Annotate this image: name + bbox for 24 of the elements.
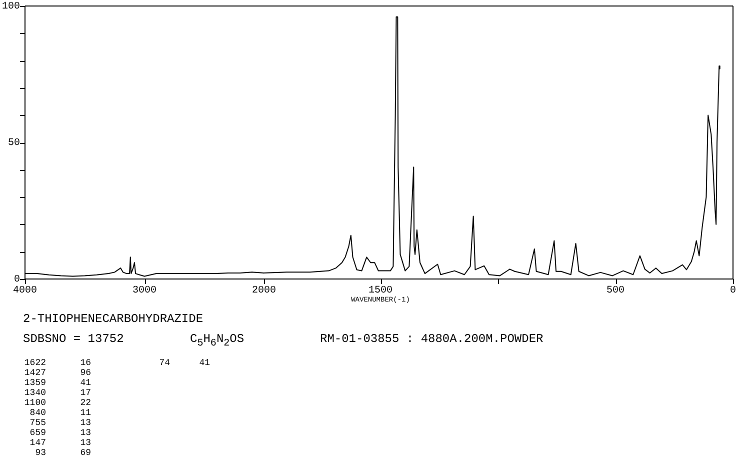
text: 147 13 — [30, 438, 91, 448]
x-tick-label: 0 — [730, 286, 736, 297]
x-tick-label: 1500 — [368, 286, 393, 297]
text: 93 69 — [35, 448, 91, 457]
text: 2-THIOPHENECARBOHYDRAZIDE — [23, 312, 204, 326]
text: SDBSNO = 13752 — [23, 332, 124, 346]
text: 755 13 — [30, 418, 91, 428]
text: 1427 96 — [24, 368, 91, 378]
text: 1340 17 — [24, 388, 91, 398]
x-tick-label: 500 — [606, 286, 625, 297]
text: 1100 22 — [24, 398, 91, 408]
text: 659 13 — [30, 428, 91, 438]
text: 1359 41 — [24, 378, 91, 388]
text: RM-01-03855 : 4880A.200M.POWDER — [320, 332, 544, 346]
x-tick-label: 3000 — [132, 286, 157, 297]
y-tick-label: 0 — [14, 274, 20, 286]
y-tick-label: 50 — [8, 138, 20, 150]
text: 1622 16 — [24, 358, 91, 368]
x-tick-label: 2000 — [252, 286, 276, 297]
text: C$_{5}$H$_{6}$N$_{2}$OS — [190, 332, 244, 350]
text: 74 41 — [159, 358, 210, 368]
x-tick-label: 4000 — [12, 286, 38, 297]
text: 840 11 — [30, 408, 91, 418]
y-tick-label: 100 — [2, 2, 20, 13]
